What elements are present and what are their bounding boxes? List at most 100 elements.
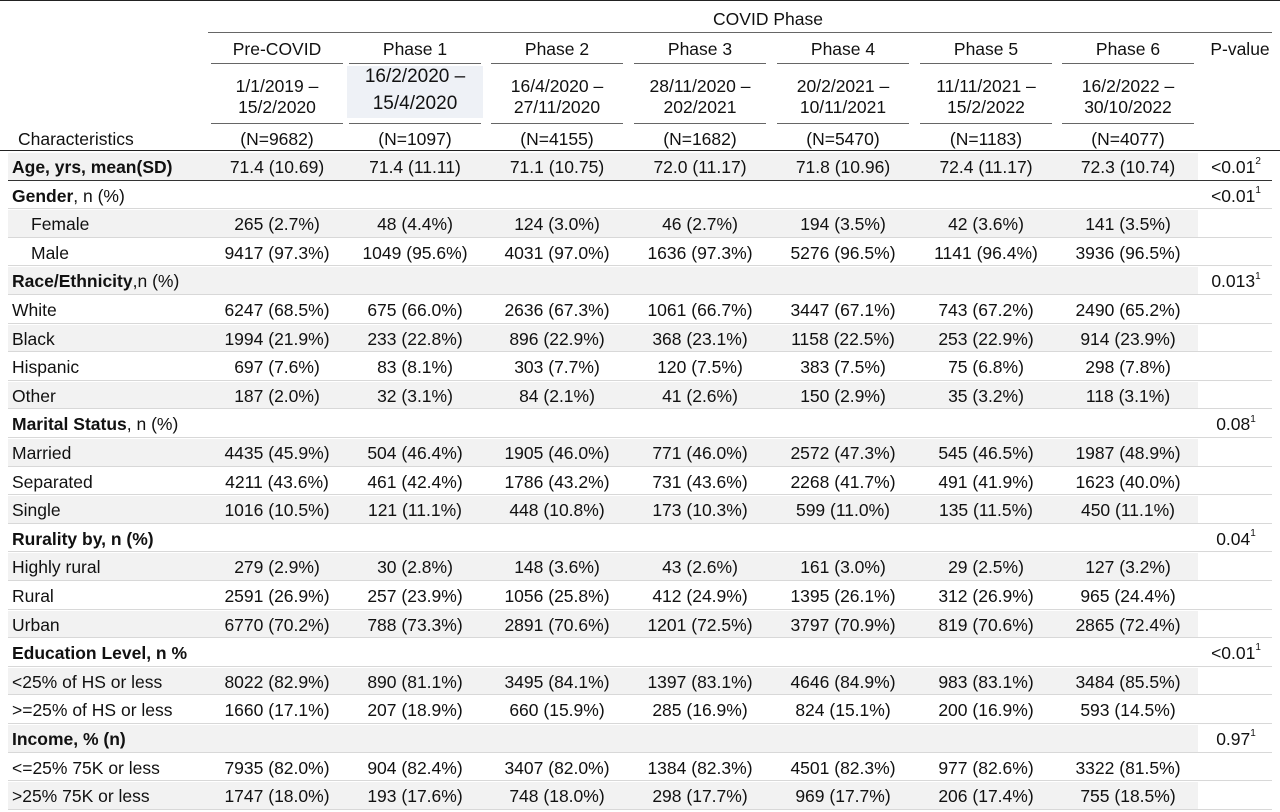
value-cell: 207 (18.9%) (367, 700, 463, 721)
table-row: Married 4435 (45.9%) 504 (46.4%) 1905 (46.0… (0, 438, 1280, 467)
value-cell: 8022 (82.9%) (224, 671, 330, 692)
value-cell: 461 (42.4%) (367, 471, 463, 492)
row-label-rest: , n (%) (126, 414, 179, 435)
p-value: 0.013 (1211, 271, 1256, 292)
row-label-bold: Marital Status (12, 414, 127, 435)
phase-start-date: 16/4/2020 – (510, 76, 604, 96)
row-divider (8, 637, 1272, 639)
row-label: Age, yrs, mean(SD) (12, 157, 172, 177)
p-value-footnote-marker: 1 (1250, 728, 1256, 740)
row-shading (8, 153, 1198, 181)
table-row: <25% of HS or less 8022 (82.9%) 890 (81.1%… (0, 667, 1280, 696)
row-divider (8, 208, 1272, 210)
value-cell: 193 (17.6%) (367, 786, 463, 807)
phase-end-date: 15/2/2022 (947, 97, 1025, 117)
p-value-footnote-marker: 1 (1255, 184, 1261, 196)
value-cell: 904 (82.4%) (367, 757, 463, 778)
value-cell: 755 (18.5%) (1080, 786, 1176, 807)
row-divider (8, 551, 1272, 553)
value-cell: 1397 (83.1%) (647, 671, 753, 692)
value-cell: 2591 (26.9%) (224, 586, 330, 606)
phase-n: (N=4077) (1091, 129, 1165, 149)
section-header-row: Race/Ethnicity,n (%) 0.0131 (0, 266, 1280, 295)
section-header-row: Gender, n (%) <0.011 (0, 181, 1280, 210)
row-label: Hispanic (12, 357, 80, 378)
value-cell: 593 (14.5%) (1080, 700, 1176, 721)
p-value-footnote-marker: 2 (1255, 156, 1261, 168)
row-shading (8, 324, 1198, 353)
phase-end-date: 27/11/2020 (513, 97, 601, 117)
phase-date-underline (491, 123, 623, 124)
value-cell: 1747 (18.0%) (224, 786, 330, 807)
value-cell: 1061 (66.7%) (647, 300, 753, 320)
value-cell: 84 (2.1%) (519, 385, 595, 406)
row-divider (8, 665, 1272, 667)
phase-name: Phase 3 (667, 39, 733, 59)
value-cell: 43 (2.6%) (662, 557, 738, 578)
row-divider (8, 465, 1272, 467)
row-label-rest: , n (%) (73, 185, 125, 206)
row-label: >=25% of HS or less (12, 700, 173, 721)
row-label: Income, % (n) (12, 729, 126, 749)
row-label: Education Level, n % (12, 643, 187, 663)
value-cell: 1987 (48.9%) (1075, 443, 1181, 463)
value-cell: 3407 (82.0%) (504, 757, 610, 778)
phase-date-underline (1062, 123, 1194, 124)
row-label: Male (31, 242, 69, 263)
value-cell: 3495 (84.1%) (504, 671, 610, 692)
value-cell: 30 (2.8%) (377, 557, 453, 578)
p-value: <0.01 (1211, 185, 1256, 206)
value-cell: 660 (15.9%) (509, 700, 605, 721)
phase-date-underline (634, 123, 766, 124)
value-cell: 127 (3.2%) (1085, 557, 1171, 578)
value-cell: 257 (23.9%) (367, 586, 463, 606)
value-cell: 121 (11.1%) (367, 500, 463, 521)
table-row: <=25% 75K or less 7935 (82.0%) 904 (82.4%)… (0, 753, 1280, 782)
row-label: >25% 75K or less (12, 786, 150, 807)
value-cell: 9417 (97.3%) (224, 242, 330, 263)
value-cell: 42 (3.6%) (948, 214, 1024, 235)
row-label: <25% of HS or less (12, 671, 163, 692)
phase-name: Pre-COVID (232, 39, 322, 59)
value-cell: 120 (7.5%) (657, 357, 743, 378)
value-cell: 977 (82.6%) (938, 757, 1034, 778)
value-cell: 965 (24.4%) (1080, 586, 1176, 606)
value-cell: 1049 (95.6%) (362, 242, 468, 263)
value-cell: 748 (18.0%) (509, 786, 605, 807)
value-cell: 279 (2.9%) (234, 557, 320, 578)
row-divider (8, 265, 1272, 267)
value-cell: 32 (3.1%) (377, 385, 453, 406)
row-label: Rurality by, n (%) (12, 529, 154, 549)
p-value-footnote-marker: 1 (1255, 270, 1261, 282)
phase-header-underline (920, 63, 1052, 64)
row-label: Rural (12, 586, 54, 606)
phase-end-date: 15/4/2020 (372, 93, 458, 114)
table-row: Rural 2591 (26.9%) 257 (23.9%) 1056 (25.8%)… (0, 581, 1280, 610)
value-cell: 5276 (96.5%) (790, 242, 896, 263)
phase-n: (N=5470) (806, 129, 880, 149)
value-cell: 29 (2.5%) (948, 557, 1024, 578)
value-cell: 285 (16.9%) (652, 700, 748, 721)
phase-n: (N=9682) (240, 129, 314, 149)
row-label: Other (12, 385, 56, 406)
value-cell: 200 (16.9%) (938, 700, 1034, 721)
value-cell: 1636 (97.3%) (647, 242, 753, 263)
section-header-row: Income, % (n) 0.971 (0, 724, 1280, 753)
row-divider (8, 494, 1272, 496)
table-top-rule (0, 0, 1280, 1)
value-cell: 1660 (17.1%) (224, 700, 330, 721)
value-cell: 1056 (25.8%) (504, 586, 610, 606)
phase-header-underline (1062, 63, 1194, 64)
phase-start-date: 1/1/2019 – (235, 76, 319, 96)
value-cell: 150 (2.9%) (800, 385, 886, 406)
section-header-row: Education Level, n % <0.011 (0, 638, 1280, 667)
value-cell: 1395 (26.1%) (790, 586, 896, 606)
table-row: >=25% of HS or less 1660 (17.1%) 207 (18.9… (0, 695, 1280, 724)
value-cell: 35 (3.2%) (948, 385, 1024, 406)
value-cell: 1905 (46.0%) (504, 443, 610, 463)
value-cell: 983 (83.1%) (938, 671, 1034, 692)
value-cell: 173 (10.3%) (652, 500, 748, 521)
phase-name: Phase 4 (810, 39, 876, 59)
row-label-rest: ,n (%) (132, 271, 180, 292)
row-label: <=25% 75K or less (12, 757, 160, 778)
